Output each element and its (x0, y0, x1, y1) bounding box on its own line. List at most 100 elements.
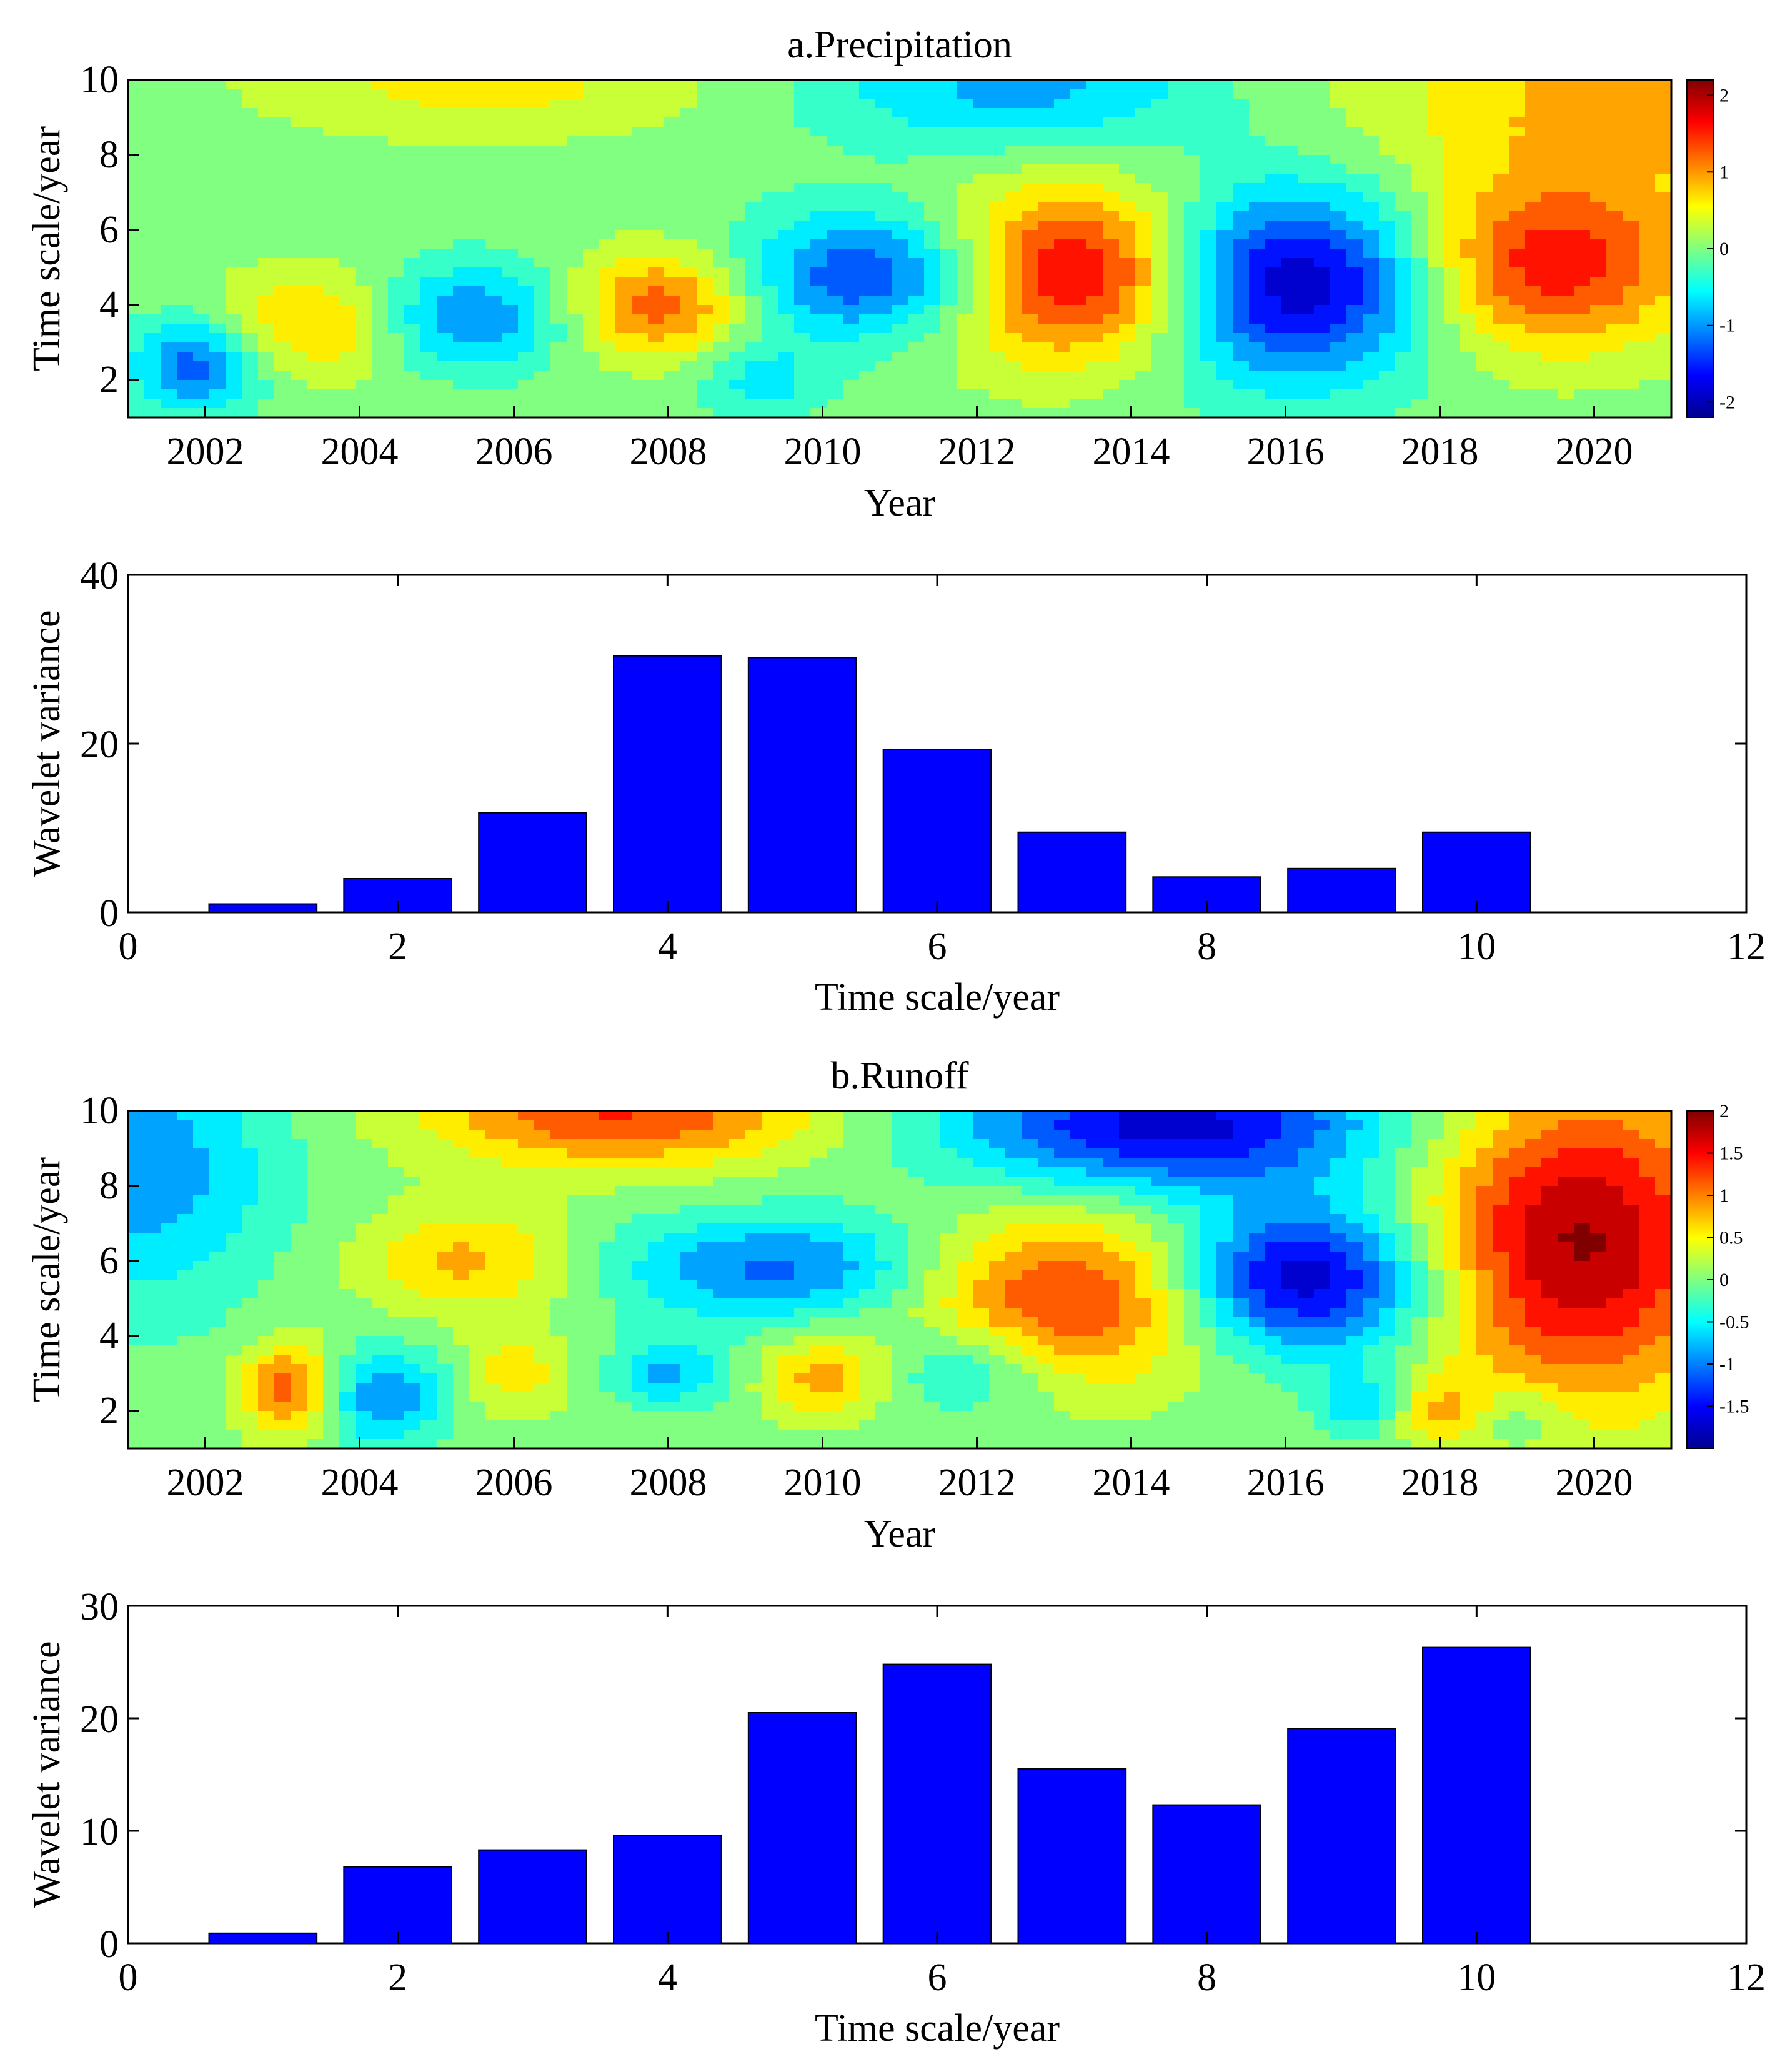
contour-cell (1574, 286, 1591, 296)
contour-cell (859, 389, 876, 399)
contour-cell (161, 164, 177, 174)
contour-cell (1249, 305, 1266, 315)
contour-cell (843, 127, 860, 137)
contour-cell (843, 155, 860, 165)
contour-cell (908, 389, 925, 399)
contour-cell (762, 1130, 778, 1140)
contour-cell (1460, 342, 1477, 352)
contour-cell (875, 286, 892, 296)
contour-cell (128, 305, 145, 315)
contour-cell (1330, 249, 1347, 259)
contour-cell (1525, 249, 1542, 259)
contour-cell (583, 1242, 600, 1252)
contour-cell (1200, 1130, 1217, 1140)
contour-cell (567, 1233, 584, 1243)
contour-cell (1168, 174, 1185, 184)
contour-cell (485, 399, 502, 409)
contour-cell (177, 108, 194, 118)
contour-cell (1525, 1205, 1542, 1215)
contour-cell (1379, 80, 1396, 90)
contour-cell (1655, 239, 1671, 249)
contour-cell (1086, 296, 1103, 306)
contour-cell (1298, 155, 1315, 165)
contour-cell (827, 183, 843, 193)
contour-cell (388, 99, 405, 109)
contour-cell (1379, 99, 1396, 109)
contour-cell (1249, 342, 1266, 352)
contour-cell (1038, 1167, 1055, 1177)
contour-cell (242, 296, 259, 306)
contour-cell (469, 155, 486, 165)
contour-cell (469, 296, 486, 306)
contour-cell (1639, 389, 1656, 399)
contour-cell (1346, 314, 1363, 324)
contour-cell (1444, 1111, 1461, 1121)
contour-cell (193, 1242, 210, 1252)
contour-cell (1281, 286, 1298, 296)
contour-cell (1590, 1223, 1607, 1233)
contour-cell (810, 352, 827, 362)
contour-cell (794, 267, 811, 277)
contour-cell (1558, 239, 1574, 249)
contour-cell (1623, 371, 1639, 381)
contour-cell (697, 324, 714, 334)
contour-cell (1298, 1233, 1315, 1243)
contour-cell (193, 314, 210, 324)
contour-cell (697, 1195, 714, 1205)
contour-cell (632, 352, 649, 362)
contour-cell (1022, 296, 1038, 306)
contour-cell (1525, 1195, 1542, 1205)
contour-cell (664, 1205, 681, 1215)
contour-cell (697, 174, 714, 184)
contour-cell (989, 1195, 1006, 1205)
contour-cell (1119, 1214, 1136, 1224)
contour-cell (843, 1120, 860, 1130)
contour-cell (1655, 80, 1671, 90)
contour-cell (1623, 296, 1639, 306)
contour-cell (648, 399, 665, 409)
contour-cell (1070, 1130, 1087, 1140)
contour-cell (1509, 1111, 1526, 1121)
contour-cell (924, 211, 941, 221)
contour-cell (534, 146, 551, 156)
contour-cell (1216, 352, 1233, 362)
contour-cell (404, 108, 421, 118)
contour-cell (940, 258, 957, 268)
contour-cell (680, 1111, 697, 1121)
contour-cell (1558, 267, 1574, 277)
contour-cell (1623, 89, 1639, 99)
contour-cell (1639, 1139, 1656, 1149)
contour-cell (1216, 164, 1233, 174)
contour-cell (550, 1233, 567, 1243)
contour-cell (908, 408, 925, 417)
contour-cell (356, 117, 372, 127)
contour-cell (973, 155, 990, 165)
contour-cell (437, 408, 454, 417)
contour-cell (420, 1233, 437, 1243)
contour-cell (1541, 1223, 1558, 1233)
contour-cell (1525, 80, 1542, 90)
contour-cell (1022, 1205, 1038, 1215)
contour-cell (1460, 211, 1477, 221)
contour-cell (1038, 183, 1055, 193)
contour-cell (518, 192, 535, 202)
contour-cell (1590, 1195, 1607, 1205)
contour-cell (794, 249, 811, 259)
contour-cell (1070, 352, 1087, 362)
contour-cell (193, 174, 210, 184)
contour-cell (989, 342, 1006, 352)
contour-cell (908, 108, 925, 118)
contour-cell (1476, 371, 1493, 381)
contour-cell (729, 192, 746, 202)
contour-cell (1574, 146, 1591, 156)
contour-cell (697, 136, 714, 146)
contour-cell (1623, 174, 1639, 184)
contour-cell (1428, 99, 1444, 109)
contour-cell (648, 1120, 665, 1130)
contour-cell (940, 174, 957, 184)
contour-cell (226, 174, 242, 184)
contour-cell (859, 239, 876, 249)
contour-cell (1038, 1186, 1055, 1196)
contour-cell (583, 146, 600, 156)
contour-cell (859, 108, 876, 118)
